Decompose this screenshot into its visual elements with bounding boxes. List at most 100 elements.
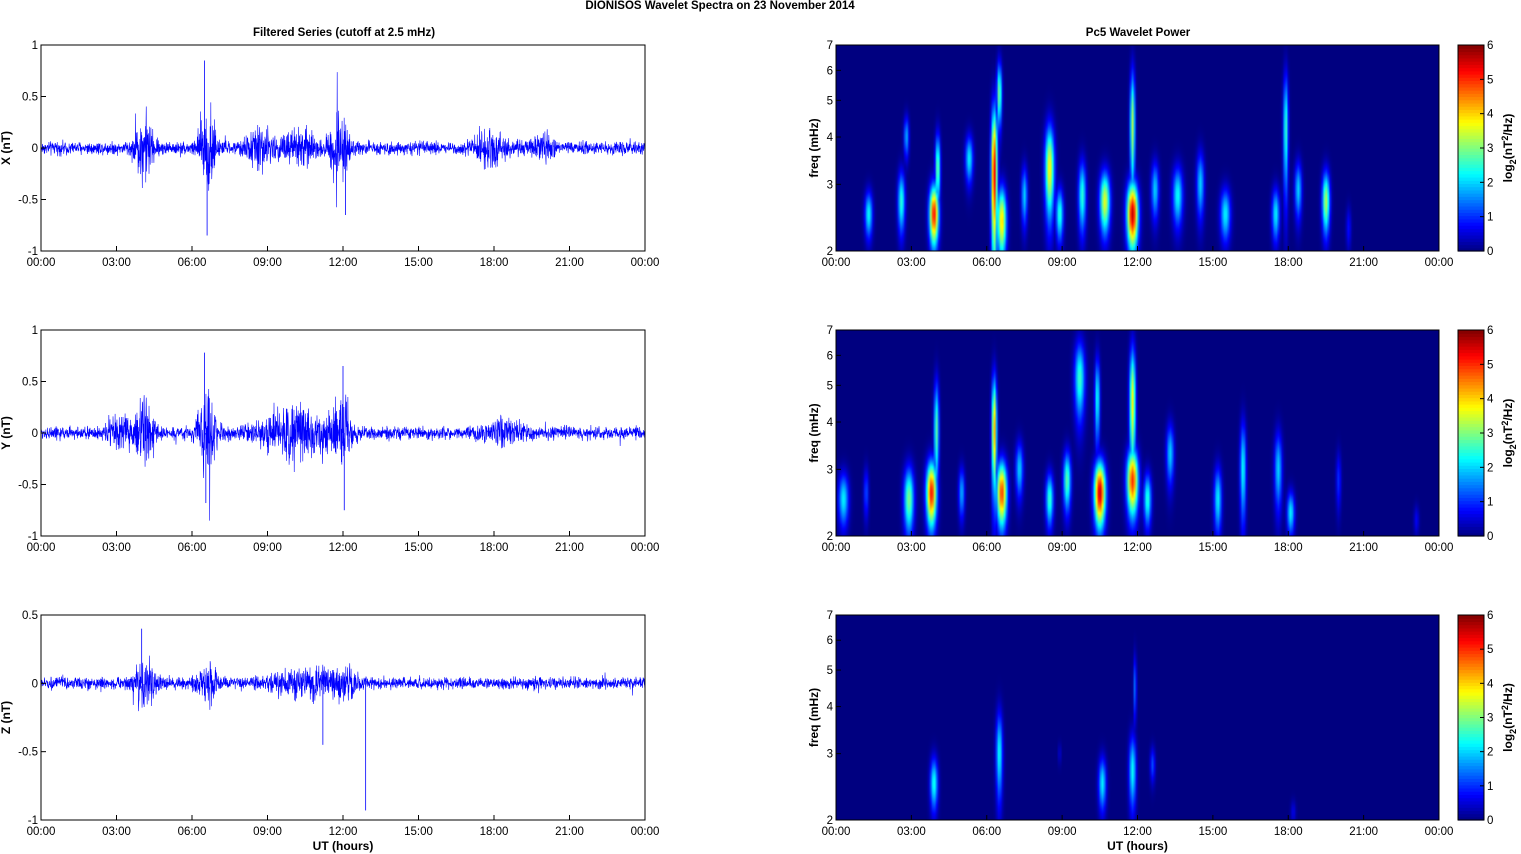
wavelet-panel-x-colorbar-swatch <box>1458 228 1484 233</box>
wavelet-panel-z-colorbar-swatch <box>1458 618 1484 623</box>
wavelet-panel-x-ytick-label: 2 <box>827 246 833 258</box>
wavelet-panel-y-xtick-label: 09:00 <box>1048 542 1077 554</box>
wavelet-panel-z-colorbar-swatch <box>1458 698 1484 703</box>
wavelet-panel-z-colorbar-swatch <box>1458 704 1484 709</box>
line-panel-z-ytick-label: -0.5 <box>18 747 38 759</box>
wavelet-panel-y-xtick-label: 12:00 <box>1123 542 1152 554</box>
wavelet-panel-y-colorbar-swatch <box>1458 497 1484 502</box>
wavelet-panel-z-colorbar-swatch <box>1458 736 1484 741</box>
wavelet-panel-y-colorbar-tick-label: 4 <box>1487 394 1494 406</box>
wavelet-panel-x-colorbar-swatch <box>1458 157 1484 162</box>
wavelet-panel-z-ytick-label: 5 <box>827 665 833 677</box>
wavelet-panel-x-ytick-label: 6 <box>827 65 833 77</box>
line-panel-x-xtick-label: 00:00 <box>631 257 660 269</box>
line-panel-y-xtick-label: 18:00 <box>480 542 509 554</box>
line-panel-z-xtick-label: 18:00 <box>480 826 509 838</box>
wavelet-panel-y-colorbar-tick-label: 0 <box>1487 531 1493 543</box>
wavelet-panel-y-colorbar-swatch <box>1458 407 1484 412</box>
wavelet-panel-y-colorbar-swatch <box>1458 352 1484 357</box>
line-panel-z-xtick-label: 00:00 <box>631 826 660 838</box>
wavelet-panel-x-colorbar-swatch <box>1458 122 1484 127</box>
wavelet-panel-y-colorbar-swatch <box>1458 449 1484 453</box>
wavelet-panel-z-colorbar-swatch <box>1458 755 1484 760</box>
line-panel-x-xtick-label: 21:00 <box>555 257 584 269</box>
line-panel-y-ytick-label: 1 <box>32 325 38 337</box>
wavelet-panel-z-colorbar-swatch <box>1458 778 1484 783</box>
wavelet-panel-y-colorbar-swatch <box>1458 452 1484 457</box>
wavelet-panel-y-colorbar-swatch <box>1458 346 1484 350</box>
wavelet-panel-x-colorbar-swatch <box>1458 196 1484 201</box>
wavelet-panel-x-colorbar-swatch <box>1458 54 1484 59</box>
wavelet-panel-x-colorbar-swatch <box>1458 80 1484 85</box>
wavelet-panel-z-colorbar-tick-label: 4 <box>1487 678 1494 690</box>
wavelet-panel-z-colorbar-swatch <box>1458 701 1484 706</box>
wavelet-panel-x-colorbar-swatch <box>1458 170 1484 175</box>
wavelet-panel-y-colorbar-tick-label: 3 <box>1487 428 1493 440</box>
wavelet-panel-x-colorbar-swatch <box>1458 102 1484 107</box>
wavelet-panel-y-colorbar-swatch <box>1458 394 1484 399</box>
wavelet-panel-y-xtick-label: 00:00 <box>1425 542 1454 554</box>
wavelet-panel-y-colorbar: 0 1 2 3 4 5 6 log2(nT2/Hz) <box>1457 325 1518 543</box>
wavelet-panel-x-colorbar-swatch <box>1458 141 1484 146</box>
wavelet-panel-z-colorbar-swatch <box>1458 717 1484 722</box>
line-panel-x-xtick-label: 09:00 <box>253 257 282 269</box>
wavelet-panel-y-colorbar-swatch <box>1458 487 1484 492</box>
wavelet-panel-y-colorbar-swatch <box>1458 397 1484 402</box>
wavelet-panel-y-colorbar-swatch <box>1458 510 1484 515</box>
wavelet-panel-x-colorbar-swatch <box>1458 77 1484 82</box>
wavelet-panel-y-colorbar-tick-label: 5 <box>1487 359 1493 371</box>
wavelet-panel-x-xtick-label: 15:00 <box>1198 257 1227 269</box>
wavelet-panel-x-colorbar-swatch <box>1458 119 1484 123</box>
line-panel-y-signal-trace <box>40 389 646 521</box>
wavelet-panel-z-colorbar-swatch <box>1458 631 1484 635</box>
wavelet-panel-z-xtick-label: 00:00 <box>1425 826 1454 838</box>
wavelet-panel-z-colorbar-swatch <box>1458 730 1484 735</box>
wavelet-panel-z-colorbar-tick-label: 3 <box>1487 713 1493 725</box>
wavelet-panel-x-colorbar-swatch <box>1458 70 1484 75</box>
line-panel-y-xtick-label: 00:00 <box>631 542 660 554</box>
wavelet-panel-x-power-map <box>836 45 1439 251</box>
wavelet-panel-z-colorbar-swatch <box>1458 669 1484 674</box>
wavelet-panel-y-colorbar-swatch <box>1458 362 1484 367</box>
wavelet-panel-y-ylabel: freq (mHz) <box>807 403 821 462</box>
wavelet-panel-z-colorbar-swatch <box>1458 691 1484 696</box>
wavelet-panel-y-colorbar-swatch <box>1458 336 1484 341</box>
wavelet-panel-x-ytick-label: 4 <box>827 132 834 144</box>
wavelet-panel-z-colorbar-swatch <box>1458 752 1484 757</box>
wavelet-panel-x-colorbar-swatch <box>1458 115 1484 120</box>
wavelet-panel-x-colorbar-swatch <box>1458 64 1484 69</box>
wavelet-panel-x-colorbar-tick-label: 2 <box>1487 177 1493 189</box>
wavelet-panel-y-colorbar-swatch <box>1458 391 1484 395</box>
line-panel-z-ytick-label: 0.5 <box>22 610 38 622</box>
wavelet-panel-x-colorbar-swatch <box>1458 218 1484 223</box>
wavelet-panel-y-colorbar-swatch <box>1458 468 1484 473</box>
wavelet-panel-y-ytick-label: 2 <box>827 531 833 543</box>
wavelet-panel-y-colorbar-swatch <box>1458 365 1484 370</box>
wavelet-panel-x-colorbar-swatch <box>1458 83 1484 88</box>
wavelet-panel-x-colorbar-swatch <box>1458 61 1484 65</box>
line-panel-x-xtick-label: 03:00 <box>102 257 131 269</box>
wavelet-panel-z-colorbar-swatch <box>1458 685 1484 690</box>
wavelet-panel-y-colorbar-swatch <box>1458 404 1484 408</box>
wavelet-panel-x-colorbar-swatch <box>1458 180 1484 185</box>
wavelet-panel-y-colorbar-swatch <box>1458 339 1484 344</box>
line-panel-z-plot-area <box>41 615 645 820</box>
wavelet-panel-y-colorbar-swatch <box>1458 519 1484 524</box>
line-panel-x-xtick-label: 12:00 <box>329 257 358 269</box>
wavelet-panel-x-colorbar-swatch <box>1458 176 1484 181</box>
wavelet-panel-y-colorbar-swatch <box>1458 490 1484 495</box>
wavelet-panel-z-colorbar-swatch <box>1458 720 1484 725</box>
line-panel-z-xtick-label: 15:00 <box>404 826 433 838</box>
wavelet-panel-z-colorbar-swatch <box>1458 733 1484 738</box>
wavelet-panel-y: 2 3 4 5 6 7 freq (mHz) 00:00 03:00 06:00 09:00 12:0… <box>807 325 1518 554</box>
wavelet-panel-x-colorbar-swatch <box>1458 90 1484 94</box>
wavelet-panel-z-colorbar-swatch <box>1458 784 1484 789</box>
wavelet-panel-x-colorbar-swatch <box>1458 205 1484 210</box>
wavelet-panel-x-colorbar-swatch <box>1458 96 1484 101</box>
wavelet-panel-z-xtick-label: 09:00 <box>1048 826 1077 838</box>
wavelet-panel-y-colorbar-swatch <box>1458 429 1484 434</box>
wavelet-panel-x-colorbar-swatch <box>1458 128 1484 133</box>
wavelet-panel-z-colorbar-swatch <box>1458 675 1484 680</box>
wavelet-panel-x-colorbar-swatch <box>1458 99 1484 104</box>
line-panel-x: -1 -0.5 0 0.5 1 X (nT) 00:00 03:00 06:00 09:00 12:… <box>0 40 659 269</box>
